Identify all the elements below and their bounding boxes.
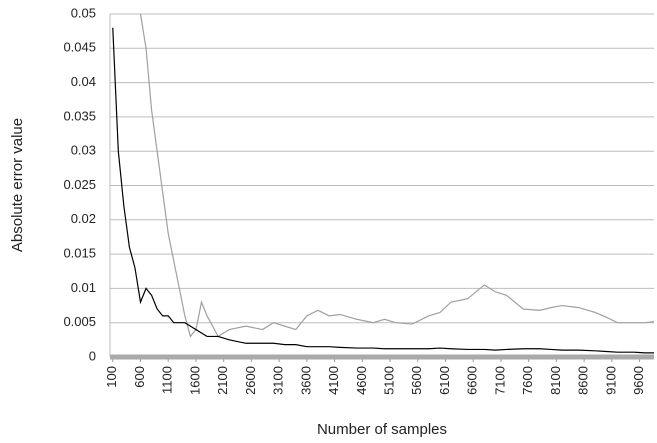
y-tick-label: 0.045 — [63, 40, 96, 55]
y-tick-label: 0.01 — [71, 280, 96, 295]
x-tick-label: 7600 — [520, 366, 535, 395]
x-tick-label: 100 — [104, 366, 119, 388]
x-tick-label: 1600 — [187, 366, 202, 395]
x-tick-label: 600 — [132, 366, 147, 388]
y-tick-label: 0 — [89, 348, 96, 363]
x-tick-label: 1100 — [160, 366, 175, 394]
x-tick-label: 2100 — [215, 366, 230, 395]
x-tick-label: 5600 — [409, 366, 424, 395]
y-tick-label: 0.03 — [71, 143, 96, 158]
x-tick-label: 9600 — [631, 366, 646, 395]
y-tick-label: 0.015 — [63, 246, 96, 261]
y-tick-label: 0.02 — [71, 211, 96, 226]
x-tick-label: 3100 — [271, 366, 286, 395]
x-axis-label: Number of samples — [317, 421, 447, 438]
y-tick-label: 0.005 — [63, 314, 96, 329]
y-tick-label: 0.04 — [71, 74, 96, 89]
x-tick-label: 9100 — [603, 366, 618, 395]
x-tick-label: 6600 — [465, 366, 480, 395]
x-tick-label: 8100 — [548, 366, 563, 395]
series-line — [139, 13, 654, 338]
x-tick-label: 6100 — [437, 366, 452, 395]
series-line — [112, 27, 654, 354]
x-tick-label: 4600 — [354, 366, 369, 395]
x-tick-label: 5100 — [381, 366, 396, 395]
x-tick-label: 4100 — [326, 366, 341, 395]
x-tick-label: 7100 — [492, 366, 507, 395]
y-tick-label: 0.05 — [71, 5, 96, 20]
x-tick-label: 8600 — [576, 366, 591, 395]
x-tick-label: 2600 — [243, 366, 258, 395]
y-tick-label: 0.025 — [63, 177, 96, 192]
y-axis-label: Absolute error value — [9, 118, 26, 252]
y-tick-label: 0.035 — [63, 108, 96, 123]
x-tick-label: 3600 — [298, 366, 313, 395]
